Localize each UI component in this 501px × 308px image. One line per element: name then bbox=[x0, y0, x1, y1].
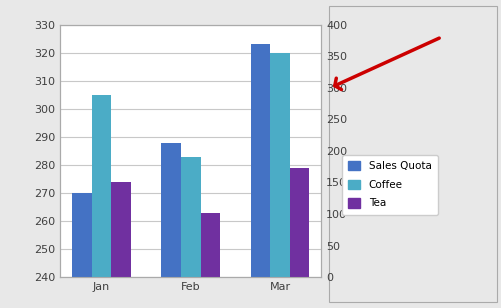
Bar bbox=[270, 53, 289, 308]
Bar bbox=[92, 95, 111, 308]
Bar bbox=[250, 44, 270, 308]
Bar bbox=[289, 168, 309, 308]
Bar bbox=[111, 182, 131, 308]
Bar bbox=[180, 156, 200, 308]
Bar bbox=[200, 213, 220, 308]
Bar bbox=[161, 143, 180, 308]
Legend: Sales Quota, Coffee, Tea: Sales Quota, Coffee, Tea bbox=[341, 155, 437, 215]
Bar bbox=[72, 193, 92, 308]
